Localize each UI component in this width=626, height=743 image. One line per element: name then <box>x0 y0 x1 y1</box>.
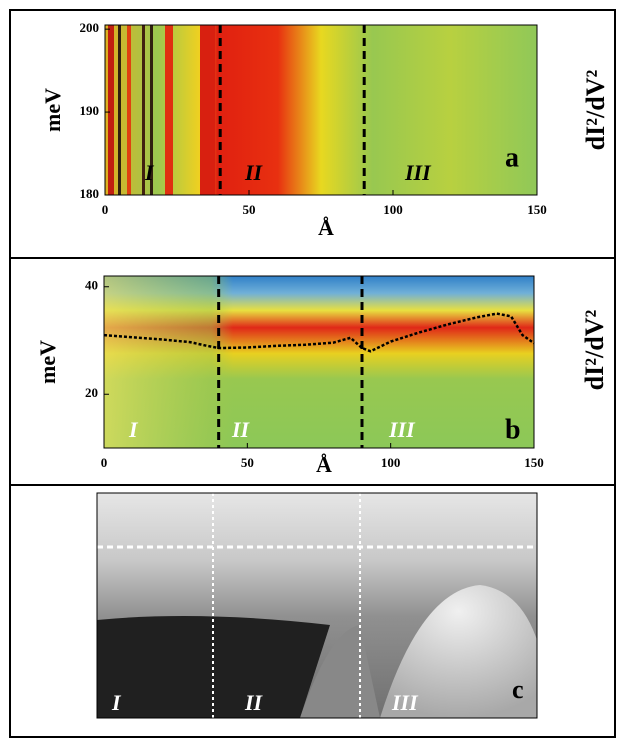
region-label: III <box>391 690 419 715</box>
region-label: I <box>144 160 155 185</box>
x-tick-label: 50 <box>241 455 254 470</box>
y-tick-label: 40 <box>85 278 98 293</box>
y-axis-label: meV <box>35 340 60 384</box>
region-label: I <box>128 417 139 442</box>
panel-label: c <box>512 675 524 704</box>
region-label: II <box>244 160 264 185</box>
heatmap-a <box>105 25 537 195</box>
image-frame <box>96 492 538 719</box>
stripe <box>127 25 131 195</box>
x-tick-label: 50 <box>243 202 256 217</box>
stripe <box>165 25 173 195</box>
region-label: I <box>111 690 122 715</box>
region-label: III <box>388 417 416 442</box>
x-axis-label: Å <box>318 215 334 240</box>
stripe <box>118 25 121 195</box>
panel-label: a <box>505 142 519 173</box>
topography-image: I II III c <box>96 492 538 719</box>
dispersion-line <box>103 312 535 353</box>
plot-frame <box>103 275 535 449</box>
y-tick-label: 20 <box>85 385 98 400</box>
stripe <box>150 25 153 195</box>
dome <box>380 585 537 718</box>
x-tick-label: 100 <box>381 455 401 470</box>
heatmap-bg <box>105 25 537 195</box>
slope <box>300 625 380 718</box>
stripe <box>200 25 215 195</box>
colorbar-label: dI²/dV² <box>580 309 609 390</box>
x-tick-label: 150 <box>527 202 547 217</box>
y-tick-label: 180 <box>80 186 100 201</box>
stripe <box>142 25 145 195</box>
x-tick-label: 0 <box>101 455 108 470</box>
x-axis-label: Å <box>316 452 332 477</box>
y-tick-label: 200 <box>80 20 100 35</box>
heatmap-b <box>104 276 534 448</box>
x-tick-label: 100 <box>383 202 403 217</box>
stripe <box>108 25 114 195</box>
y-axis-label: meV <box>40 88 65 132</box>
heatmap-overlay <box>104 276 534 448</box>
region-label: II <box>231 417 251 442</box>
colorbar-label: dI²/dV² <box>581 69 610 150</box>
panel-frame <box>9 484 616 738</box>
x-tick-label: 150 <box>524 455 544 470</box>
plot-frame <box>104 24 538 196</box>
region-label: III <box>404 160 432 185</box>
panel-label: b <box>505 414 521 445</box>
x-tick-label: 0 <box>102 202 109 217</box>
region-label: II <box>244 690 264 715</box>
y-tick-label: 190 <box>80 103 100 118</box>
